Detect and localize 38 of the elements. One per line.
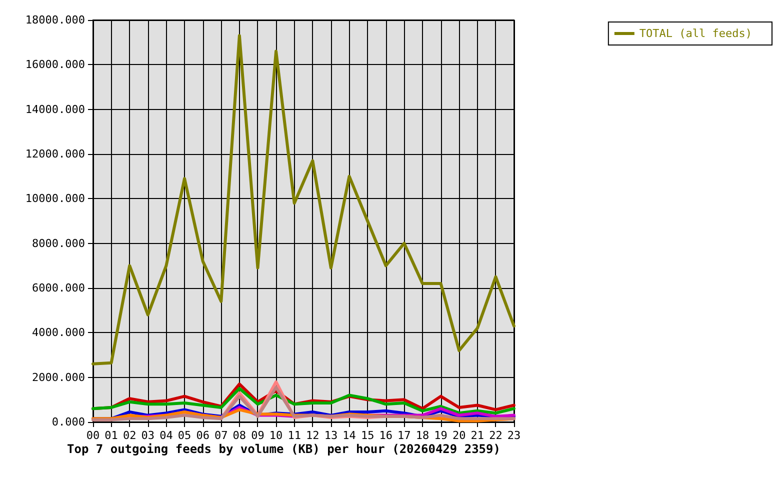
y-tick-label: 4000.000 xyxy=(32,326,85,340)
legend-label: TOTAL (all feeds) xyxy=(639,27,752,40)
x-tick-label: 02 xyxy=(122,429,136,442)
y-tick-label: 16000.000 xyxy=(25,58,85,72)
y-tick-label: 6000.000 xyxy=(32,282,85,294)
line-series xyxy=(92,387,516,415)
x-tick-label: 12 xyxy=(306,429,320,442)
x-tick-label: 03 xyxy=(141,429,155,442)
y-tick-label: 18000.000 xyxy=(25,14,85,26)
y-tick-label: 14000.000 xyxy=(25,102,85,116)
x-tick-label: 17 xyxy=(398,429,411,442)
y-tick-label: 10000.000 xyxy=(25,192,85,206)
x-tick-label: 16 xyxy=(379,429,392,442)
y-tick-label: 8000.000 xyxy=(32,236,85,250)
y-tick-label: 2000.000 xyxy=(32,370,85,384)
y-tick-label: 0.000 xyxy=(52,416,85,428)
x-tick-label: 14 xyxy=(342,429,356,442)
x-tick-label: 11 xyxy=(288,429,301,442)
x-tick-label: 04 xyxy=(160,429,174,442)
line-series xyxy=(92,34,516,366)
x-tick-label: 23 xyxy=(507,429,521,442)
x-tick-label: 09 xyxy=(251,429,264,442)
x-tick-label: 00 xyxy=(86,429,100,442)
x-tick-label: 01 xyxy=(104,429,118,442)
text: Top 7 outgoing feeds by volume (KB) per hour (20260429 2359) xyxy=(67,442,500,456)
x-tick-label: 08 xyxy=(232,429,246,442)
x-tick-label: 13 xyxy=(324,429,338,442)
x-tick-label: 20 xyxy=(452,429,466,442)
x-tick-label: 07 xyxy=(214,429,228,442)
x-tick-label: 05 xyxy=(178,429,192,442)
x-tick-label: 19 xyxy=(434,429,448,442)
x-tick-label: 22 xyxy=(489,429,502,442)
x-tick-label: 15 xyxy=(360,429,374,442)
y-tick-label: 12000.000 xyxy=(25,148,85,160)
x-tick-label: 21 xyxy=(470,429,484,442)
x-tick-label: 18 xyxy=(416,429,430,442)
x-tick-label: 06 xyxy=(196,429,210,442)
x-tick-label: 10 xyxy=(269,429,283,442)
